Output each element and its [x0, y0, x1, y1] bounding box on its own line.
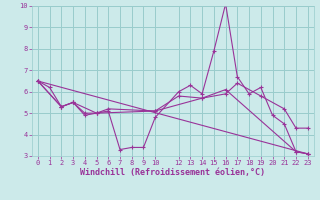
X-axis label: Windchill (Refroidissement éolien,°C): Windchill (Refroidissement éolien,°C)	[80, 168, 265, 177]
